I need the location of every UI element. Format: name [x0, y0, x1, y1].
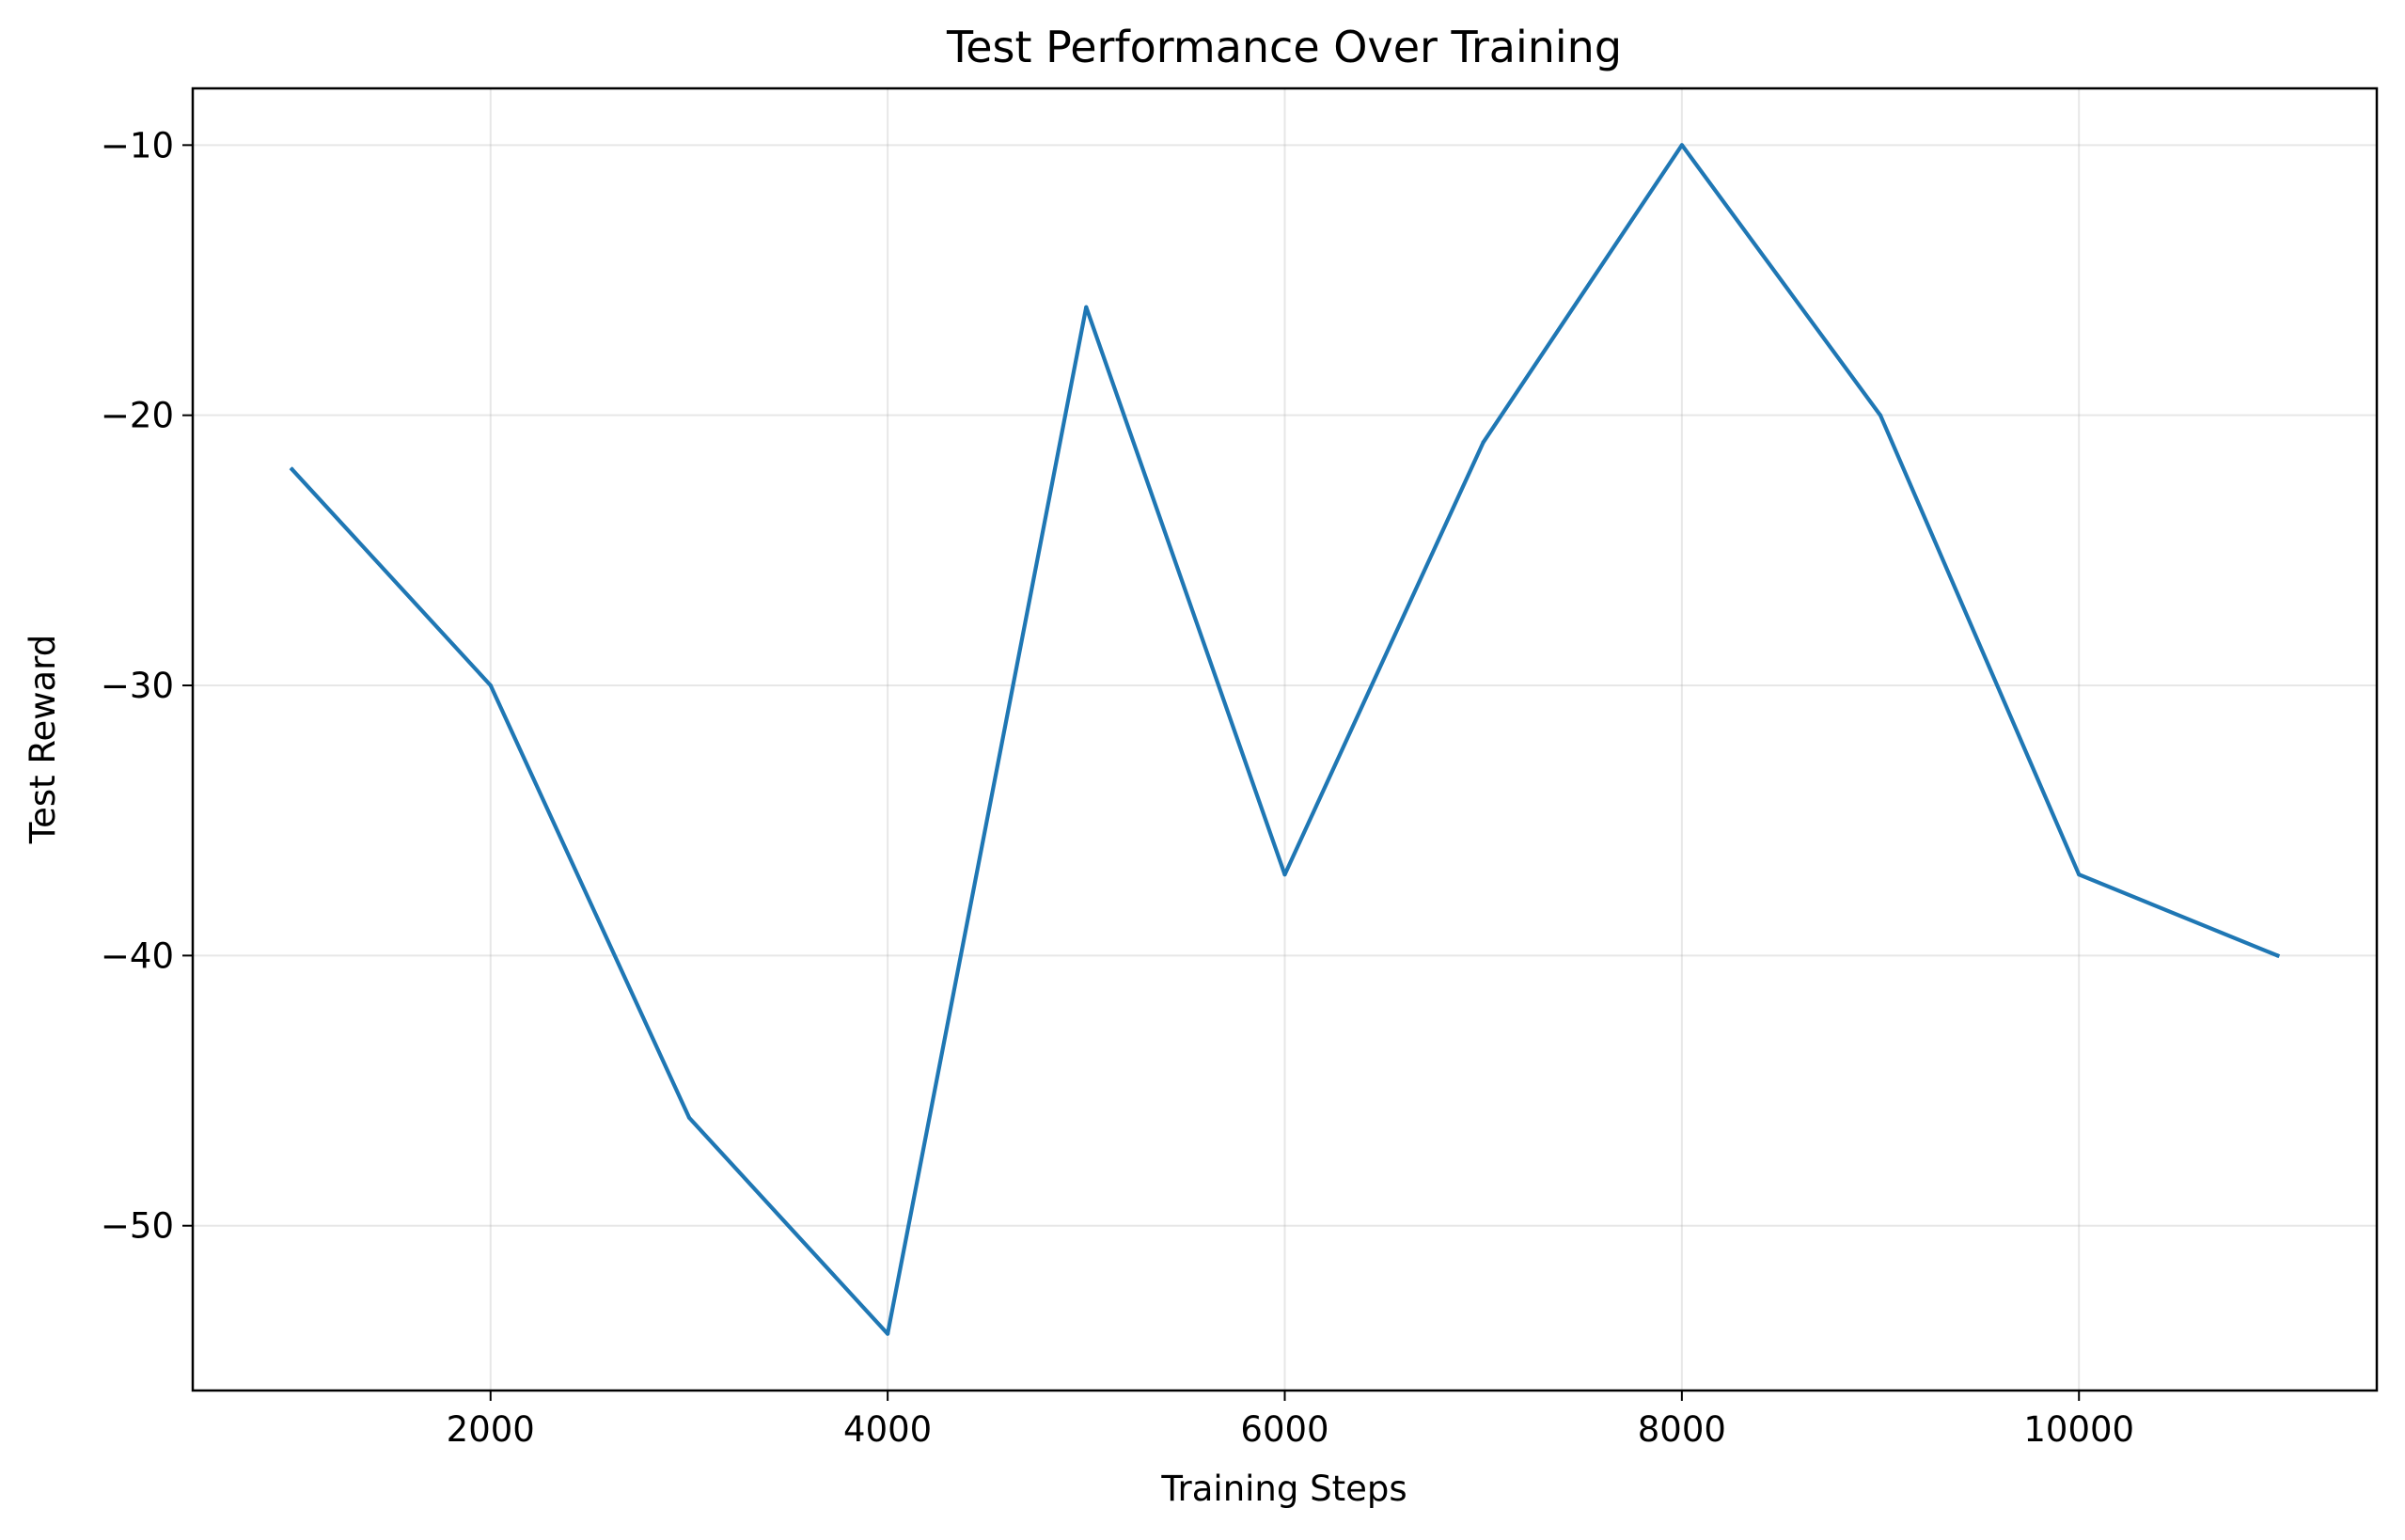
data-point: [1878, 413, 1883, 417]
y-tick-label: −50: [101, 1206, 174, 1247]
data-point: [1084, 305, 1089, 309]
data-point: [1282, 872, 1287, 877]
x-tick-label: 10000: [2023, 1409, 2134, 1450]
chart-title: Test Performance Over Training: [946, 22, 1622, 72]
data-point: [2275, 953, 2280, 958]
series-layer: [289, 143, 2281, 1336]
grid: [193, 88, 2377, 1391]
data-point: [488, 683, 493, 688]
y-tick-label: −10: [101, 125, 174, 165]
x-tick-label: 2000: [447, 1409, 535, 1450]
data-point: [1679, 143, 1684, 148]
data-point: [686, 1115, 692, 1120]
x-tick-label: 8000: [1638, 1409, 1726, 1450]
y-axis-label: Test Reward: [23, 635, 63, 844]
x-tick-label: 4000: [843, 1409, 932, 1450]
data-point: [2077, 872, 2082, 877]
data-point: [886, 1331, 890, 1336]
y-tick-label: −30: [101, 666, 174, 706]
data-point: [290, 467, 294, 472]
data-point: [1481, 440, 1485, 445]
y-axis-ticks: −50 −40 −30 −20 −10: [101, 125, 193, 1247]
y-tick-label: −20: [101, 396, 174, 436]
x-axis-ticks: 2000 4000 6000 8000 10000: [447, 1391, 2134, 1450]
x-tick-label: 6000: [1240, 1409, 1328, 1450]
y-tick-label: −40: [101, 935, 174, 976]
x-axis-label: Training Steps: [1160, 1469, 1407, 1509]
